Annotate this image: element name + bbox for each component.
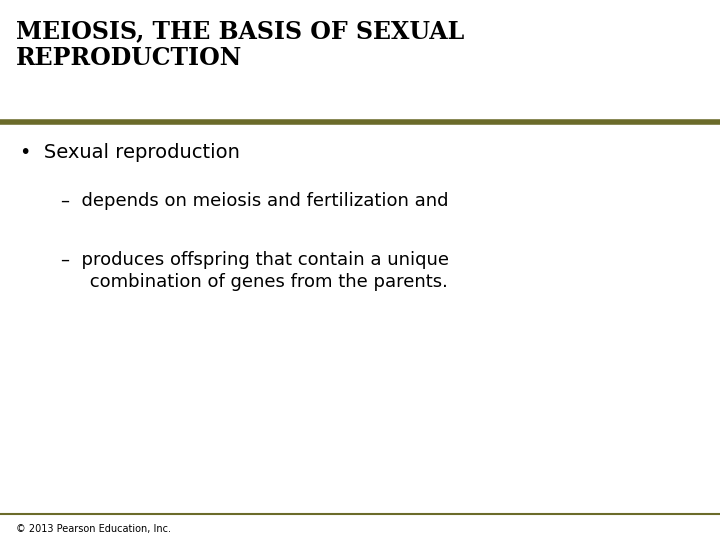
Text: © 2013 Pearson Education, Inc.: © 2013 Pearson Education, Inc.	[16, 524, 171, 534]
Text: •  Sexual reproduction: • Sexual reproduction	[20, 143, 240, 162]
Text: –  produces offspring that contain a unique
     combination of genes from the p: – produces offspring that contain a uniq…	[61, 251, 449, 291]
Text: –  depends on meiosis and fertilization and: – depends on meiosis and fertilization a…	[61, 192, 449, 210]
Text: MEIOSIS, THE BASIS OF SEXUAL
REPRODUCTION: MEIOSIS, THE BASIS OF SEXUAL REPRODUCTIO…	[16, 19, 464, 70]
